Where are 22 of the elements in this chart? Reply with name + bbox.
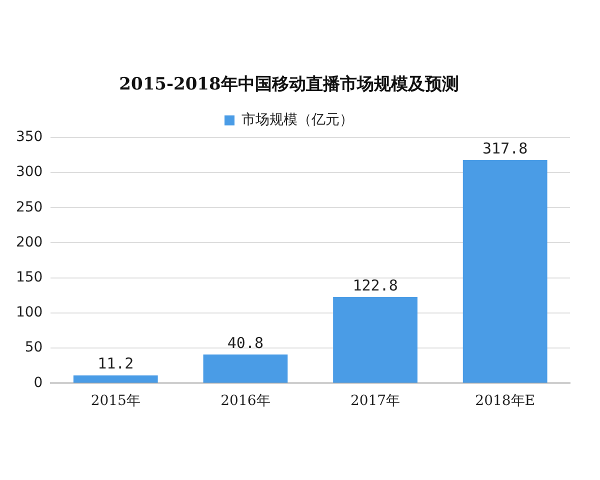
- y-tick-label: 50: [24, 340, 43, 356]
- legend-label: 市场规模（亿元）: [242, 112, 354, 128]
- bar: [462, 160, 548, 383]
- x-tick-label: 2016年: [220, 393, 270, 410]
- bar: [203, 354, 288, 383]
- data-label: 317.8: [482, 139, 528, 158]
- x-tick-label: 2017年: [350, 393, 400, 410]
- y-tick-label: 100: [16, 304, 43, 321]
- chart-title: 2015-2018年中国移动直播市场规模及预测: [119, 74, 459, 95]
- data-label: 122.8: [352, 276, 398, 294]
- x-tick-label: 2015年: [90, 393, 140, 410]
- y-tick-label: 200: [16, 234, 43, 250]
- y-tick-label: 350: [16, 129, 43, 146]
- x-tick-label: 2018年E: [475, 393, 536, 410]
- bar: [73, 375, 158, 383]
- data-label: 11.2: [98, 354, 134, 373]
- y-tick-label: 250: [16, 199, 43, 216]
- bar: [333, 296, 418, 383]
- data-label: 40.8: [227, 334, 264, 352]
- y-tick-label: 300: [16, 164, 43, 180]
- y-tick-label: 0: [34, 374, 43, 391]
- y-tick-label: 150: [16, 270, 43, 286]
